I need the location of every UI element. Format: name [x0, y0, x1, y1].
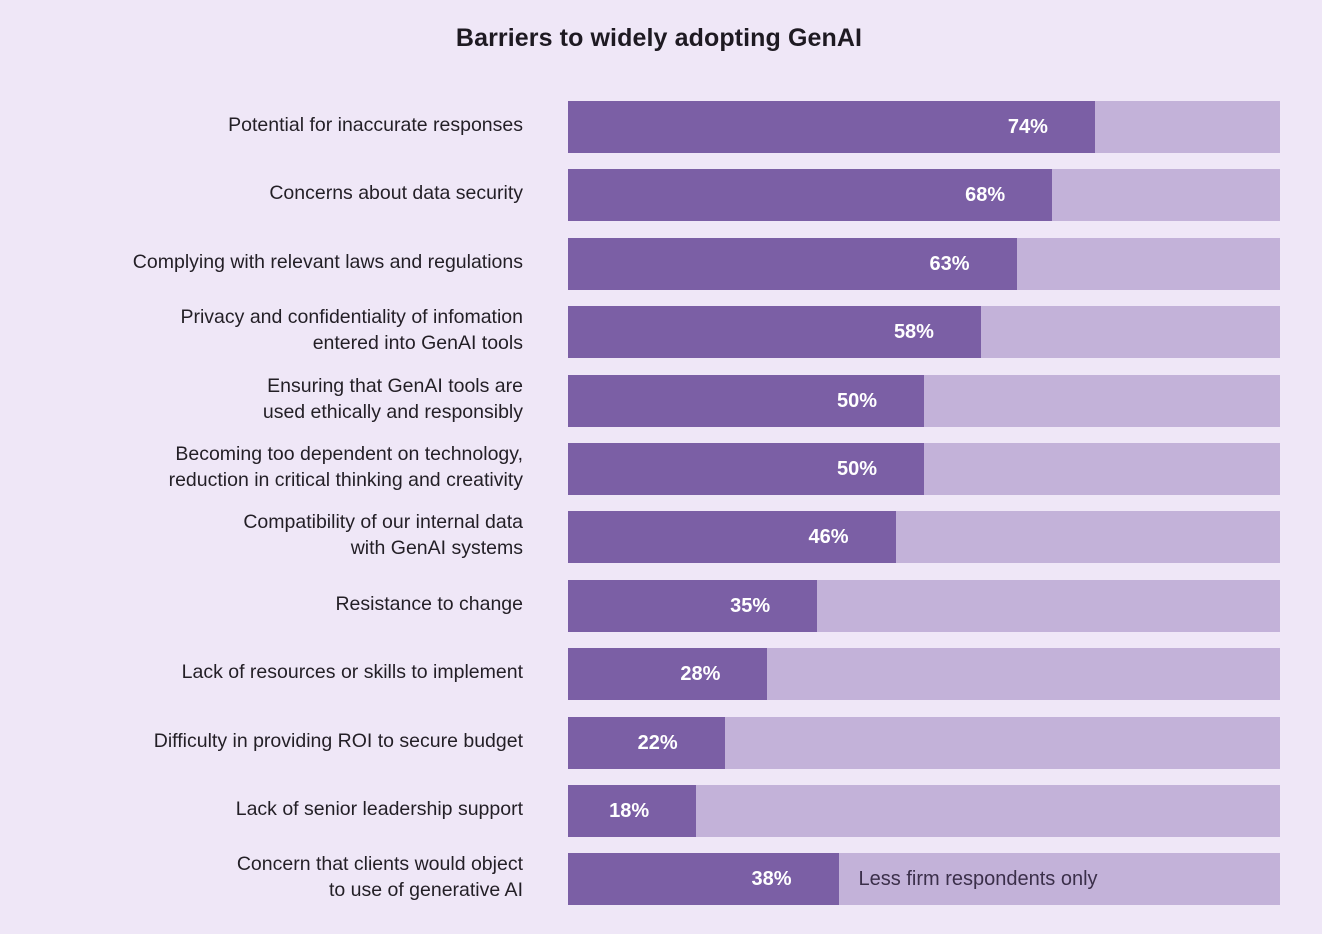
bar: [568, 306, 981, 359]
bar: [568, 579, 818, 632]
bar: [568, 785, 697, 837]
bar-annotation: Less firm respondents only: [858, 868, 1098, 891]
category-label-line: Lack of senior leadership support: [235, 798, 523, 820]
category-label: Difficulty in providing ROI to secure bu…: [63, 728, 523, 754]
category-label-line: Complying with relevant laws and regulat…: [132, 250, 523, 273]
data-label: 46%: [808, 526, 849, 549]
category-label-line: Becoming too dependent on technology,: [175, 443, 523, 465]
data-label: 50%: [836, 389, 878, 412]
category-label-line: used ethically and responsibly: [262, 400, 523, 423]
data-label: 74%: [1007, 116, 1048, 138]
category-label-line: with GenAI systems: [350, 537, 523, 560]
bar: [568, 648, 768, 701]
category-label-line: Compatibility of our internal data: [243, 511, 523, 534]
category-label-line: reduction in critical thinking and creat…: [168, 469, 523, 491]
category-label: Ensuring that GenAI tools are used ethica…: [63, 373, 523, 425]
category-label: Potential for inaccurate responses: [63, 112, 523, 138]
data-label: 58%: [893, 321, 934, 344]
category-label-line: Resistance to change: [335, 592, 523, 615]
bar: [568, 237, 1017, 290]
bar: [568, 443, 924, 495]
category-label-line: Privacy and confidentiality of infomatio…: [180, 306, 523, 329]
category-label-line: Difficulty in providing ROI to secure bu…: [153, 729, 523, 752]
data-label: 35%: [730, 594, 771, 617]
data-label: 28%: [680, 663, 721, 686]
category-label: Privacy and confidentiality of infomatio…: [63, 304, 523, 356]
category-label-line: Concern that clients would object: [236, 853, 523, 876]
data-label: 63%: [929, 252, 970, 275]
category-label-line: Concerns about data security: [269, 182, 523, 205]
category-label: Concern that clients would object to use …: [63, 851, 523, 903]
category-label: Lack of senior leadership support: [63, 796, 523, 822]
bar: [568, 716, 725, 769]
data-label: 50%: [836, 458, 878, 480]
bar: [568, 853, 839, 906]
data-label: 68%: [965, 184, 1006, 207]
category-label: Concerns about data security: [63, 180, 523, 206]
category-label: Lack of resources or skills to implement: [63, 659, 523, 685]
category-label-line: to use of generative AI: [328, 879, 523, 902]
category-label-line: Lack of resources or skills to implement: [181, 661, 523, 684]
category-label-line: Ensuring that GenAI tools are: [267, 374, 523, 397]
data-label: 18%: [609, 800, 650, 822]
category-label: Resistance to change: [63, 591, 523, 617]
bar: [568, 101, 1095, 153]
data-label: 22%: [637, 731, 678, 754]
category-label-line: entered into GenAI tools: [312, 332, 523, 355]
bar: [568, 374, 924, 427]
category-label: Complying with relevant laws and regulat…: [63, 249, 523, 275]
data-label: 38%: [751, 868, 792, 891]
category-label-line: Potential for inaccurate responses: [228, 114, 523, 136]
chart-title: Barriers to widely adopting GenAI: [455, 24, 863, 52]
bar: [568, 511, 896, 564]
category-label: Compatibility of our internal data with G…: [63, 509, 523, 561]
category-label: Becoming too dependent on technology, red…: [63, 441, 523, 493]
bar: [568, 169, 1053, 222]
